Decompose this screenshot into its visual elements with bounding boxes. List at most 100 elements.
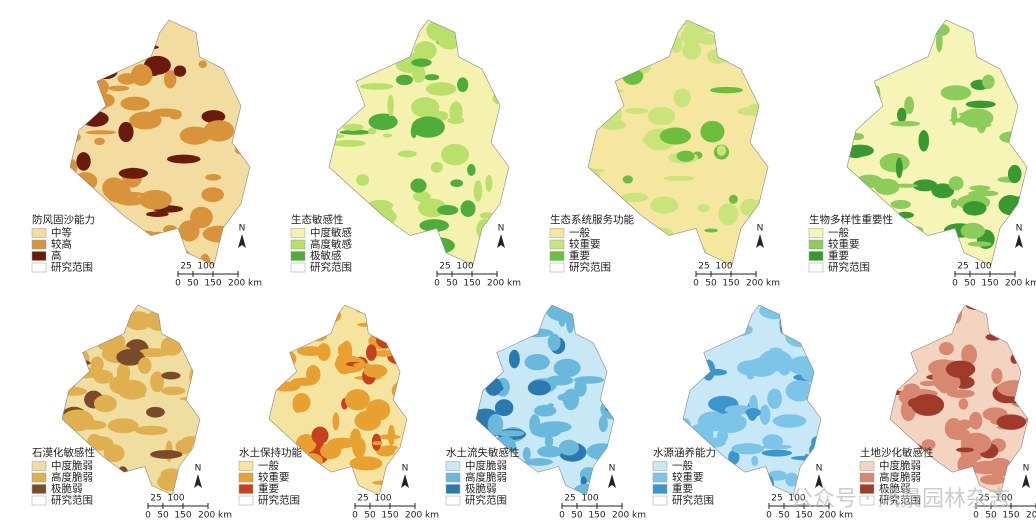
legend-label: 研究范围 [258,494,300,507]
map-zone [745,408,761,417]
map-zone [382,321,407,332]
map-zone [897,107,907,123]
scale-label: 25 [698,262,709,272]
map-outline [268,304,408,496]
map-zone [476,353,488,362]
legend-swatch [31,484,47,494]
scale-label: 25 [978,494,989,504]
map-zone [622,66,644,85]
map-zone [774,389,781,397]
map-zone [670,35,683,53]
map-zone [351,210,373,217]
map-zone [201,187,225,203]
map-zone [203,120,235,142]
scale-label: 100 [788,494,805,504]
map-zone [950,198,958,209]
north-arrow [756,234,764,248]
scale-label: 150 [981,279,998,289]
map-zone [521,305,541,318]
legend-swatch [859,461,875,471]
map-zone [547,333,561,351]
map-zone [707,48,729,64]
map-zone [895,157,903,179]
map-zone [875,253,886,260]
map-zone [475,46,488,58]
map-zone [761,100,768,112]
map-zone [368,113,398,131]
map-zone [120,393,146,399]
legend-label: 高 [51,249,62,262]
map-zone [573,376,604,384]
map-zone [759,404,771,425]
map-zone [1012,305,1028,315]
north-arrow [1015,234,1023,248]
map-zone [384,306,399,323]
scale-label: 100 [456,262,473,272]
map-zone [161,386,186,396]
map-zone [465,26,494,37]
map-zone [621,192,649,203]
map-zone [523,458,553,466]
map-outline [475,304,615,496]
map-zone [62,359,91,367]
map-base [70,20,250,265]
map-zone [909,20,930,38]
map-zone [538,421,572,433]
scale-label: 100 [974,262,991,272]
map-zone [601,323,614,337]
map-zone [376,331,393,349]
map-zone [772,414,807,428]
map-zone [1013,248,1022,260]
map-zone [121,51,137,60]
map-zone [426,20,452,42]
map-zone [962,201,987,216]
legend-label: 研究范围 [828,261,870,274]
map-zone [95,256,105,265]
map-zone [890,199,912,209]
map-zone [557,307,567,327]
map-zone [329,134,345,139]
map-zone [961,344,978,366]
map-zone [699,417,708,436]
legend-label: 重要 [828,249,849,262]
map-zone [809,307,817,328]
map-zone [66,311,96,325]
scale-label: 50 [364,511,376,521]
scale-label: 50 [157,511,169,521]
north-label: N [1023,464,1030,474]
map-zone [608,351,614,363]
map-zone [181,436,200,446]
map-zone [936,307,956,330]
scale-label: 25 [957,262,968,272]
panel-title: 生态系统服务功能 [550,213,634,226]
map-zone [588,168,605,173]
map-zone [617,43,636,49]
map-zone [372,350,397,357]
map-zone [476,353,496,368]
map-zone [302,305,335,314]
legend-swatch [859,495,875,506]
scale-label: 200 km [198,511,232,521]
legend-swatch [549,251,565,261]
scale-label: 0 [145,511,151,521]
map-zone [130,64,153,86]
legend-swatch [290,239,306,250]
map-zone [356,25,379,32]
map-zone [960,108,994,128]
map-zone [329,20,353,42]
map-outline [61,304,201,496]
map-zone [158,314,187,332]
map-zone [590,94,598,114]
north-label: N [239,224,246,234]
map-zone [680,27,704,46]
legend-swatch [238,484,254,494]
map-zone [103,182,131,201]
scale-label: 200 km [612,511,646,521]
scale-label: 50 [571,511,583,521]
panel-title: 生物多样性重要性 [809,213,893,226]
legend-swatch [290,262,306,273]
map-zone [980,474,1006,485]
north-arrow [194,474,202,488]
map-zone [529,414,541,435]
map-zone [695,318,702,330]
